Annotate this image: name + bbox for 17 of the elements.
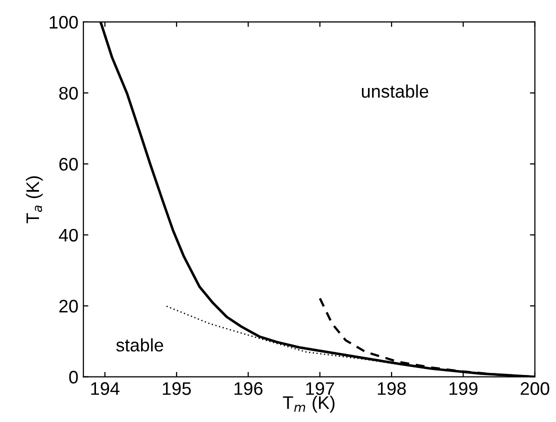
x-tick-label: 196 — [234, 382, 262, 395]
y-tick-label: 100 — [50, 16, 78, 29]
y-tick-label: 40 — [58, 228, 78, 242]
x-tick-label: 194 — [91, 382, 120, 395]
x-axis-title: T$_{m}$ (K) — [282, 396, 334, 413]
x-tick-label: 200 — [520, 382, 550, 395]
y-tick-label: 0 — [69, 370, 78, 384]
annotation: unstable — [362, 84, 428, 98]
annotation: stable — [116, 338, 164, 352]
y-tick-label: 20 — [59, 300, 78, 313]
x-tick-label: 198 — [378, 382, 406, 395]
y-axis-title: T$_{a}$ (K) — [26, 176, 43, 224]
y-tick-label: 80 — [59, 86, 78, 100]
y-tick-label: 60 — [59, 158, 78, 171]
x-tick-label: 197 — [306, 382, 334, 395]
x-tick-label: 195 — [162, 382, 191, 395]
x-tick-label: 199 — [450, 382, 478, 395]
